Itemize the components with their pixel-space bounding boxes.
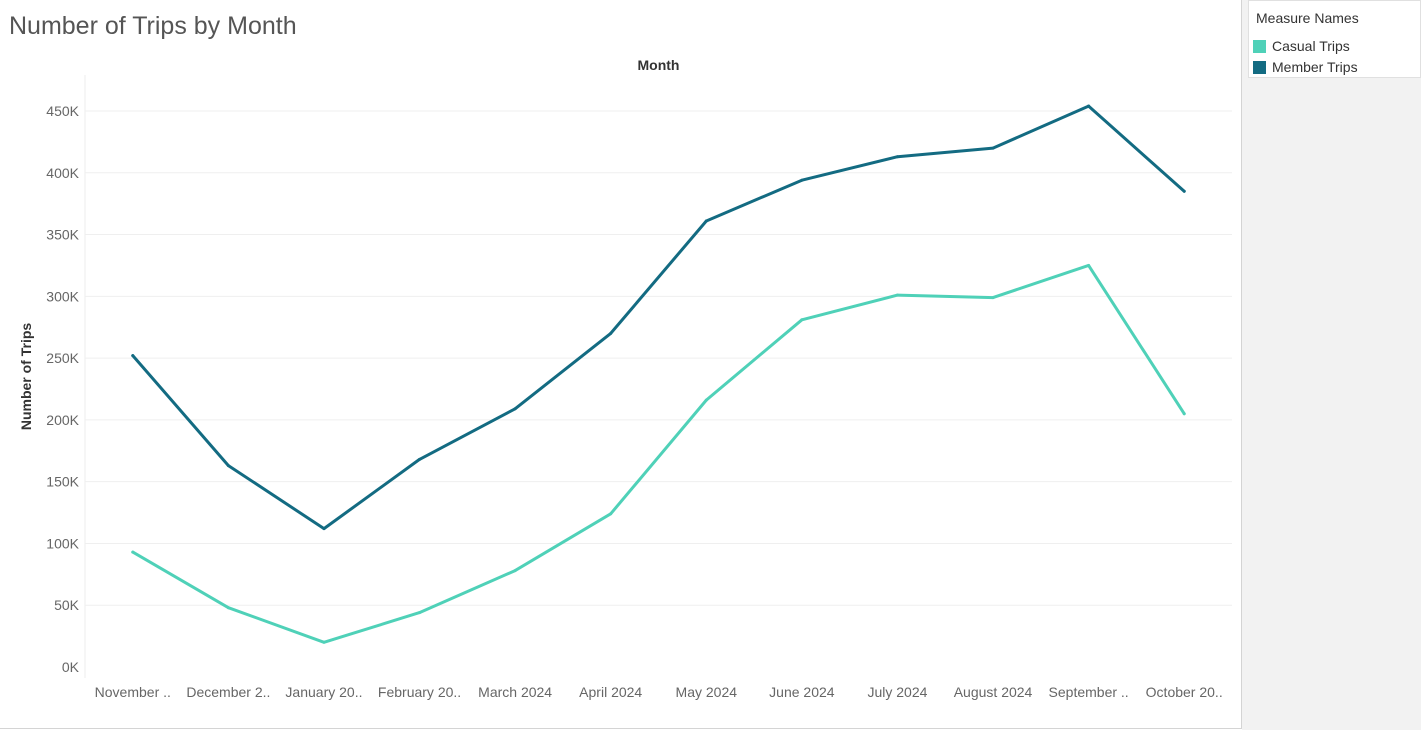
x-tick-label: November ..	[95, 684, 171, 700]
y-axis-title: Number of Trips	[18, 323, 34, 431]
data-point[interactable]	[895, 293, 899, 297]
series-line-member-trips[interactable]	[131, 104, 1186, 531]
x-tick-label: February 20..	[378, 684, 461, 700]
y-tick-label: 350K	[46, 227, 79, 243]
legend-title: Measure Names	[1256, 10, 1359, 26]
x-tick-label: April 2024	[579, 684, 642, 700]
data-point[interactable]	[609, 331, 613, 335]
y-tick-label: 300K	[46, 288, 79, 304]
data-point[interactable]	[991, 146, 995, 150]
y-tick-label: 450K	[46, 103, 79, 119]
y-tick-label: 250K	[46, 350, 79, 366]
series-line-casual-trips[interactable]	[131, 263, 1186, 644]
series-lines[interactable]	[131, 104, 1186, 644]
x-tick-label: March 2024	[478, 684, 552, 700]
x-tick-label: August 2024	[954, 684, 1033, 700]
data-point[interactable]	[322, 640, 326, 644]
data-point[interactable]	[704, 219, 708, 223]
y-tick-label: 150K	[46, 474, 79, 490]
y-axis-ticks: 0K 50K 100K 150K 200K 250K 300K 350K 400K 450K	[46, 103, 79, 675]
data-point[interactable]	[322, 527, 326, 531]
data-point[interactable]	[513, 407, 517, 411]
data-point[interactable]	[1182, 189, 1186, 193]
x-tick-label: May 2024	[676, 684, 738, 700]
data-point[interactable]	[226, 464, 230, 468]
worksheet: Number of Trips by Month Month Number of…	[0, 0, 1242, 729]
x-tick-label: September ..	[1049, 684, 1129, 700]
data-point[interactable]	[131, 354, 135, 358]
data-point[interactable]	[991, 296, 995, 300]
data-point[interactable]	[800, 178, 804, 182]
side-panel	[1242, 0, 1421, 730]
y-tick-label: 400K	[46, 165, 79, 181]
y-tick-label: 100K	[46, 535, 79, 551]
x-axis-ticks: November .. December 2.. January 20.. Febru…	[95, 684, 1223, 700]
data-point[interactable]	[418, 611, 422, 615]
data-point[interactable]	[800, 318, 804, 322]
legend-item-casual-trips[interactable]: Casual Trips	[1253, 37, 1350, 55]
data-point[interactable]	[418, 457, 422, 461]
x-tick-label: July 2024	[867, 684, 927, 700]
data-point[interactable]	[1087, 104, 1091, 108]
legend-swatch-casual-trips	[1253, 39, 1266, 53]
x-tick-label: January 20..	[285, 684, 362, 700]
data-point[interactable]	[704, 398, 708, 402]
data-point[interactable]	[609, 512, 613, 516]
data-point[interactable]	[1182, 412, 1186, 416]
x-tick-label: June 2024	[769, 684, 835, 700]
data-point[interactable]	[131, 550, 135, 554]
chart-title: Number of Trips by Month	[9, 12, 297, 40]
y-tick-label: 50K	[54, 597, 80, 613]
data-point[interactable]	[895, 155, 899, 159]
data-point[interactable]	[226, 606, 230, 610]
y-tick-label: 200K	[46, 412, 79, 428]
legend-swatch-member-trips	[1253, 60, 1266, 74]
legend-label-casual-trips: Casual Trips	[1272, 38, 1350, 54]
column-header-month: Month	[638, 57, 680, 73]
data-point[interactable]	[1087, 263, 1091, 267]
y-tick-label: 0K	[62, 659, 80, 675]
legend[interactable]: Measure Names Casual Trips Member Trips	[1248, 0, 1421, 78]
legend-label-member-trips: Member Trips	[1272, 59, 1358, 75]
data-point[interactable]	[513, 569, 517, 573]
x-tick-label: December 2..	[186, 684, 270, 700]
x-tick-label: October 20..	[1146, 684, 1223, 700]
legend-item-member-trips[interactable]: Member Trips	[1253, 58, 1358, 76]
gridlines	[85, 110, 1232, 606]
line-chart[interactable]: Month Number of Trips 0K 50K 100K 150K 200K 2…	[0, 0, 1241, 728]
